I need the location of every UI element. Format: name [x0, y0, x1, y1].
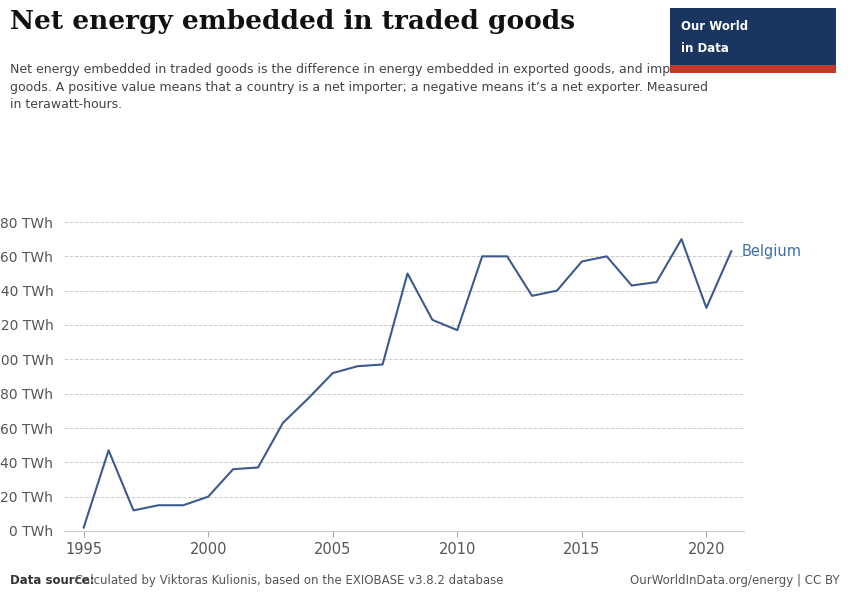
Text: Data source:: Data source: [10, 574, 94, 587]
Text: Net energy embedded in traded goods: Net energy embedded in traded goods [10, 9, 575, 34]
Text: Calculated by Viktoras Kulionis, based on the EXIOBASE v3.8.2 database: Calculated by Viktoras Kulionis, based o… [71, 574, 504, 587]
Text: Belgium: Belgium [741, 244, 802, 259]
Text: Net energy embedded in traded goods is the difference in energy embedded in expo: Net energy embedded in traded goods is t… [10, 63, 708, 111]
Text: in Data: in Data [682, 42, 729, 55]
Text: Our World: Our World [682, 20, 749, 33]
Text: OurWorldInData.org/energy | CC BY: OurWorldInData.org/energy | CC BY [630, 574, 840, 587]
